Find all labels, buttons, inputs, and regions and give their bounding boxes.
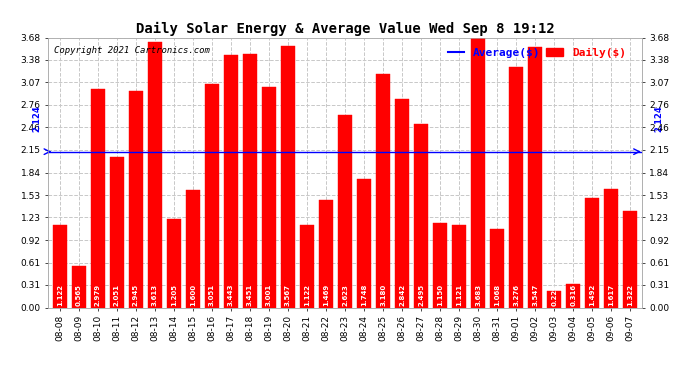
Bar bbox=[243, 54, 257, 307]
Bar bbox=[547, 291, 562, 308]
Bar bbox=[262, 87, 276, 308]
Bar bbox=[604, 189, 618, 308]
Bar bbox=[433, 223, 447, 308]
Text: 3.451: 3.451 bbox=[247, 284, 253, 306]
Bar bbox=[566, 284, 580, 308]
Bar bbox=[357, 179, 371, 308]
Bar bbox=[205, 84, 219, 308]
Text: 1.150: 1.150 bbox=[437, 284, 443, 306]
Bar bbox=[585, 198, 600, 308]
Bar bbox=[414, 124, 428, 308]
Bar bbox=[528, 47, 542, 308]
Text: 2.495: 2.495 bbox=[418, 284, 424, 306]
Text: 0.316: 0.316 bbox=[570, 284, 576, 306]
Bar bbox=[281, 46, 295, 308]
Title: Daily Solar Energy & Average Value Wed Sep 8 19:12: Daily Solar Energy & Average Value Wed S… bbox=[136, 22, 554, 36]
Text: 2.979: 2.979 bbox=[95, 284, 101, 306]
Bar bbox=[376, 74, 390, 307]
Text: 1.122: 1.122 bbox=[304, 284, 310, 306]
Bar bbox=[300, 225, 314, 308]
Text: 3.051: 3.051 bbox=[209, 284, 215, 306]
Text: 1.617: 1.617 bbox=[609, 284, 614, 306]
Text: 3.613: 3.613 bbox=[152, 284, 158, 306]
Bar bbox=[52, 225, 67, 308]
Bar bbox=[224, 55, 238, 308]
Bar bbox=[72, 266, 86, 308]
Text: 0.220: 0.220 bbox=[551, 284, 558, 306]
Text: 3.001: 3.001 bbox=[266, 284, 272, 306]
Text: 1.469: 1.469 bbox=[323, 284, 329, 306]
Text: 2.623: 2.623 bbox=[342, 284, 348, 306]
Text: 3.547: 3.547 bbox=[532, 284, 538, 306]
Text: 1.121: 1.121 bbox=[456, 284, 462, 306]
Text: 1.205: 1.205 bbox=[171, 284, 177, 306]
Bar bbox=[471, 37, 485, 308]
Text: 1.122: 1.122 bbox=[57, 284, 63, 306]
Bar bbox=[338, 115, 352, 308]
Text: 3.567: 3.567 bbox=[285, 284, 291, 306]
Text: 1.322: 1.322 bbox=[627, 284, 633, 306]
Text: 3.443: 3.443 bbox=[228, 284, 234, 306]
Text: 1.600: 1.600 bbox=[190, 284, 196, 306]
Bar bbox=[128, 92, 143, 308]
Bar bbox=[490, 229, 504, 308]
Bar bbox=[110, 157, 124, 308]
Text: 1.068: 1.068 bbox=[494, 284, 500, 306]
Text: 0.565: 0.565 bbox=[76, 284, 81, 306]
Bar bbox=[90, 89, 105, 308]
Text: Copyright 2021 Cartronics.com: Copyright 2021 Cartronics.com bbox=[55, 46, 210, 55]
Text: 2.842: 2.842 bbox=[399, 284, 405, 306]
Bar bbox=[452, 225, 466, 308]
Bar bbox=[509, 67, 523, 308]
Bar bbox=[319, 200, 333, 308]
Text: 3.683: 3.683 bbox=[475, 284, 481, 306]
Legend: Average($), Daily($): Average($), Daily($) bbox=[443, 43, 630, 62]
Bar bbox=[167, 219, 181, 308]
Text: 1.748: 1.748 bbox=[361, 284, 367, 306]
Text: 1.492: 1.492 bbox=[589, 284, 595, 306]
Text: 2.124: 2.124 bbox=[654, 105, 663, 132]
Text: 3.276: 3.276 bbox=[513, 284, 519, 306]
Bar bbox=[148, 42, 162, 308]
Bar bbox=[395, 99, 409, 308]
Bar bbox=[186, 190, 200, 308]
Bar bbox=[623, 210, 638, 308]
Text: 2.945: 2.945 bbox=[132, 284, 139, 306]
Text: 2.051: 2.051 bbox=[114, 284, 120, 306]
Text: 3.180: 3.180 bbox=[380, 284, 386, 306]
Text: 2.124: 2.124 bbox=[32, 105, 41, 132]
